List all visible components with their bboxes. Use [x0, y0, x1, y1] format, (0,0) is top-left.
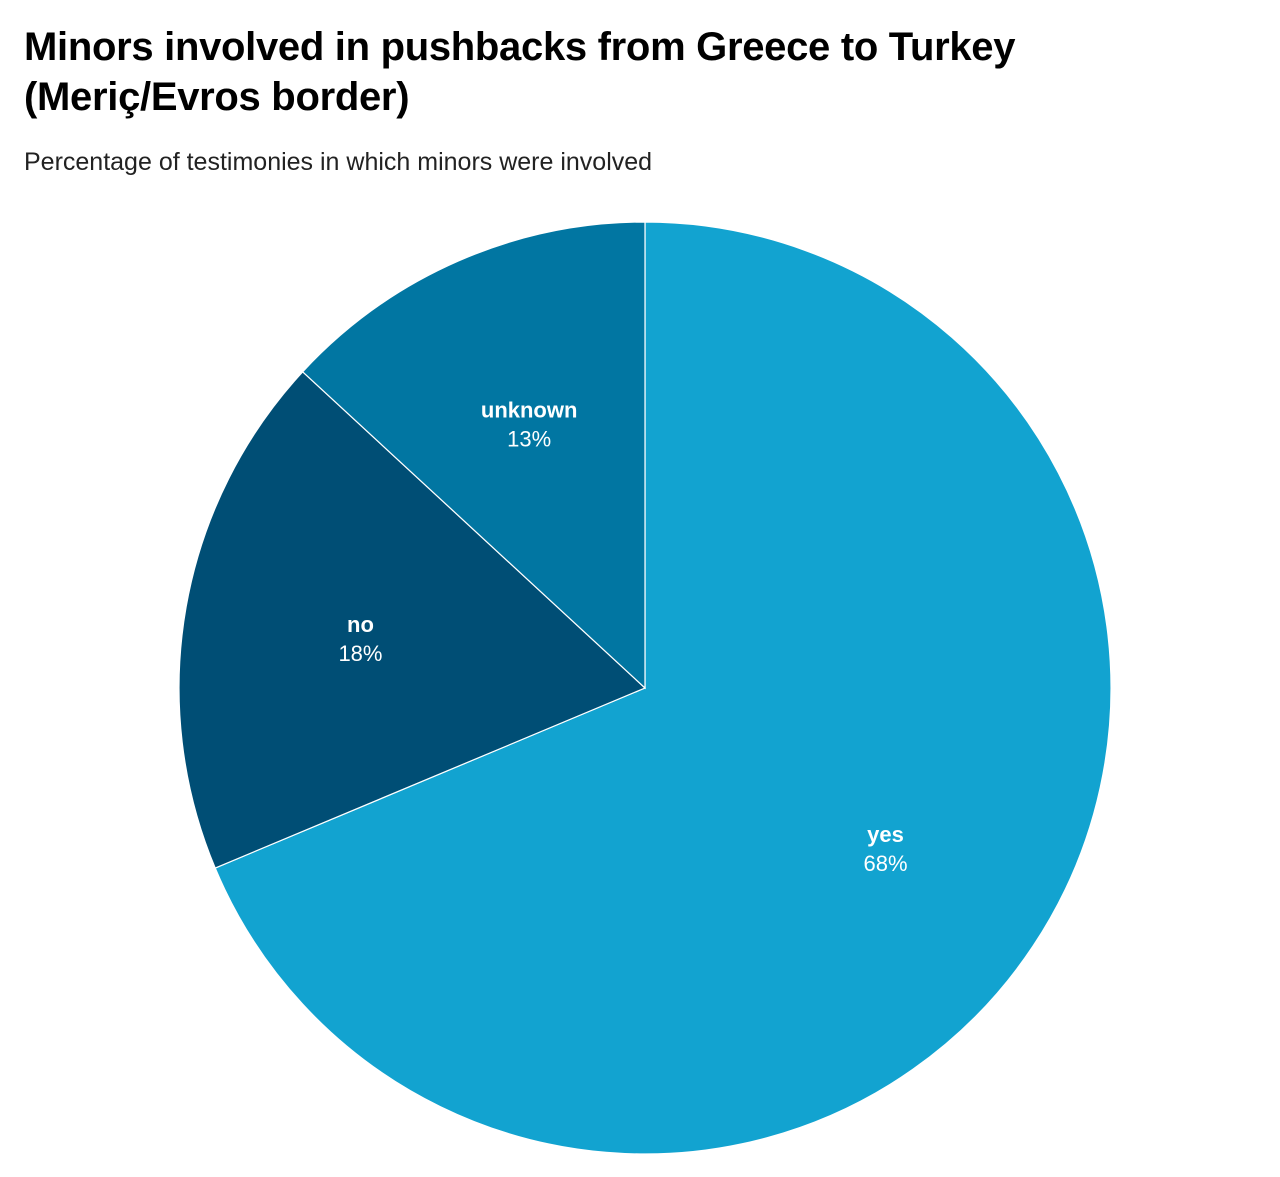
pie-labels: yes 68% no 18% unknown 13%: [338, 397, 907, 876]
slice-label-yes: yes: [867, 822, 904, 847]
chart-subtitle: Percentage of testimonies in which minor…: [24, 148, 653, 176]
slice-value-no: 18%: [338, 641, 382, 666]
chart-title: Minors involved in pushbacks from Greece…: [24, 25, 1016, 119]
slice-label-unknown: unknown: [481, 397, 578, 422]
pie-slice-unknown: [301, 221, 646, 690]
slice-label-no: no: [347, 612, 374, 637]
slice-value-unknown: 13%: [507, 426, 551, 451]
pie-slice-yes: [214, 221, 1112, 1155]
pie-slices: [178, 221, 1112, 1155]
pie-slice-no: [178, 370, 647, 869]
slice-value-yes: 68%: [864, 851, 908, 876]
